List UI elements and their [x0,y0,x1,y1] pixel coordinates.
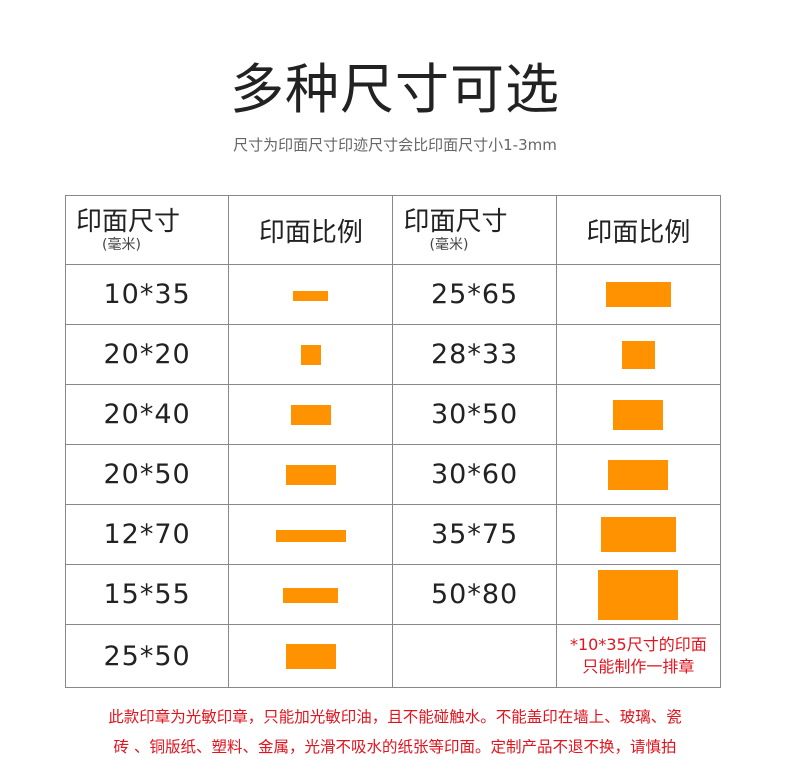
header-size-unit: (毫米) [429,237,469,253]
size-cell: 20*20 [64,324,230,385]
ratio-cell [555,324,722,385]
note-cell: *10*35尺寸的印面 只能制作一排章 [555,624,722,688]
ratio-swatch [600,517,676,552]
size-value: 12*70 [103,519,191,550]
table-row: 15*55 50*80 [64,564,722,625]
table-row: 10*35 25*65 [64,264,722,325]
header-size-unit: (毫米) [102,237,141,253]
ratio-cell [228,324,394,385]
ratio-cell [228,504,394,565]
size-value: 35*75 [430,519,519,550]
size-value: 20*50 [103,459,191,490]
header-ratio-left: 印面比例 [228,195,394,265]
header-size-left: 印面尺寸 (毫米) [64,195,230,265]
header-ratio-label: 印面比例 [586,217,691,248]
size-cell: 10*35 [64,264,230,325]
ratio-cell [555,264,722,325]
ratio-swatch [598,569,679,620]
ratio-swatch [293,290,329,301]
size-cell: 28*33 [392,324,557,385]
ratio-cell [228,624,394,688]
header-size-label: 印面尺寸 [76,207,181,237]
header-size-label: 印面尺寸 [403,207,508,237]
size-value: 30*60 [430,459,519,490]
size-value: 28*33 [430,339,519,370]
table-row: 12*70 35*75 [64,504,722,565]
footer-notice: 此款印章为光敏印章，只能加光敏印油，且不能碰触水。不能盖印在墙上、玻璃、瓷 砖 … [0,702,790,762]
size-cell: 50*80 [392,564,557,625]
size-cell: 25*50 [64,624,230,688]
size-value: 15*55 [103,579,191,610]
ratio-swatch [300,344,321,365]
ratio-cell [555,444,722,505]
footer-line-1: 此款印章为光敏印章，只能加光敏印油，且不能碰触水。不能盖印在墙上、玻璃、瓷 [108,708,682,726]
size-value: 50*80 [430,579,519,610]
ratio-swatch [285,464,336,485]
size-cell: 30*60 [392,444,557,505]
ratio-swatch [608,459,669,490]
header-ratio-right: 印面比例 [555,195,722,265]
table-row: 20*40 30*50 [64,384,722,445]
size-table: 印面尺寸 (毫米) 印面比例 印面尺寸 (毫米) 印面比例 10*35 25*65… [64,195,722,688]
size-cell: 30*50 [392,384,557,445]
page-title: 多种尺寸可选 [230,58,560,121]
ratio-cell [228,444,394,505]
size-value: 10*35 [103,279,191,310]
ratio-cell [555,504,722,565]
size-cell: 20*40 [64,384,230,445]
table-header-row: 印面尺寸 (毫米) 印面比例 印面尺寸 (毫米) 印面比例 [64,195,722,265]
ratio-cell [555,564,722,625]
ratio-swatch [275,529,346,542]
ratio-swatch [605,282,671,307]
header-size-right: 印面尺寸 (毫米) [392,195,557,265]
size-cell: 12*70 [64,504,230,565]
size-value: 20*20 [103,339,191,370]
ratio-cell [228,384,394,445]
size-value: 25*65 [430,279,519,310]
ratio-cell [228,564,394,625]
size-cell: 25*65 [392,264,557,325]
size-value: 30*50 [430,399,519,430]
size-value: 20*40 [103,399,191,430]
ratio-swatch [285,643,336,669]
size-cell: 35*75 [392,504,557,565]
ratio-cell [228,264,394,325]
footer-line-2: 砖 、铜版纸、塑料、金属，光滑不吸水的纸张等印面。定制产品不退不换，请慎拍 [113,738,677,756]
ratio-swatch [290,404,331,425]
page-subtitle: 尺寸为印面尺寸印迹尺寸会比印面尺寸小1-3mm [233,136,557,154]
note-line-2: 只能制作一排章 [582,657,695,676]
ratio-swatch [621,340,655,369]
size-cell: 20*50 [64,444,230,505]
ratio-swatch [283,588,339,603]
note-line-1: *10*35尺寸的印面 [569,635,707,654]
table-row: 20*20 28*33 [64,324,722,385]
ratio-swatch [613,399,664,430]
ratio-cell [555,384,722,445]
size-value: 25*50 [103,640,191,672]
header-ratio-label: 印面比例 [258,217,363,248]
table-row: 20*50 30*60 [64,444,722,505]
empty-cell [392,624,557,688]
size-cell: 15*55 [64,564,230,625]
table-row: 25*50 *10*35尺寸的印面 只能制作一排章 [64,624,722,688]
